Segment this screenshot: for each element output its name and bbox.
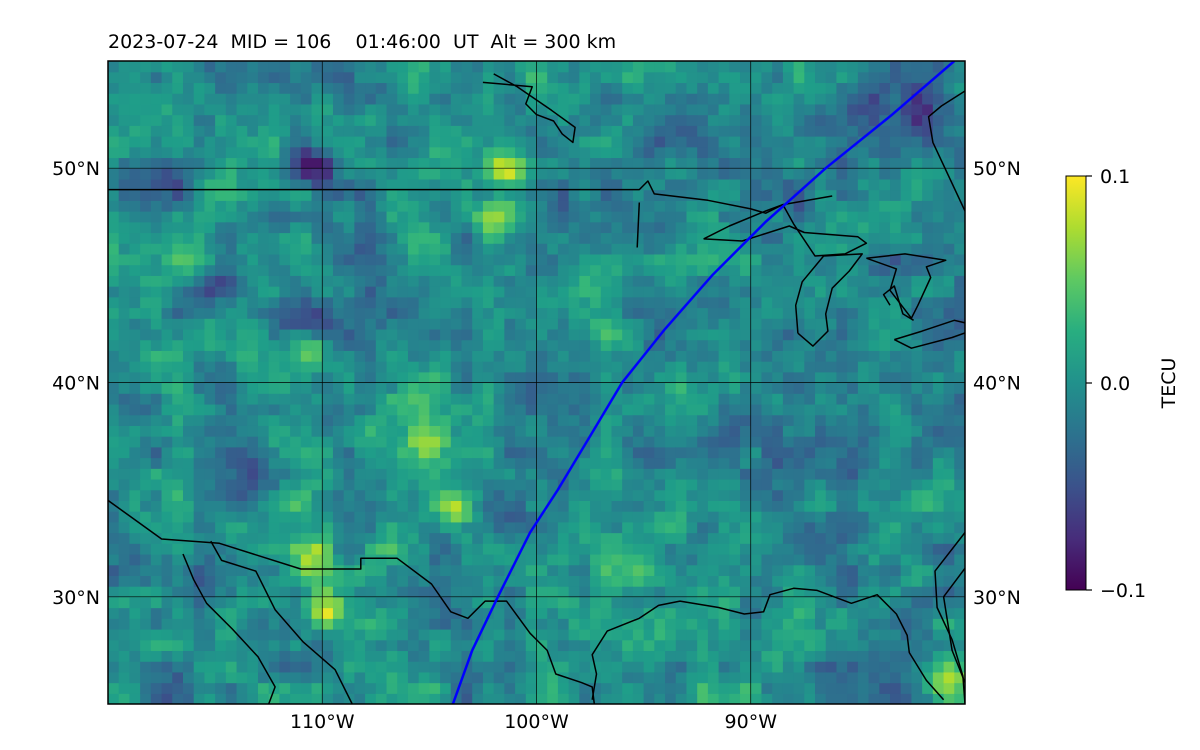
coastline-segment: [794, 253, 863, 347]
lat-label-left: 30°N: [52, 587, 100, 609]
lat-label-right: 40°N: [973, 373, 1021, 395]
colorbar-gradient: [1065, 175, 1087, 591]
map-gridlines: [108, 61, 965, 704]
coastline-segment: [636, 202, 641, 248]
lat-label-right: 50°N: [973, 158, 1021, 180]
coastline-segment: [703, 203, 868, 257]
coastlines-borders: [108, 73, 965, 704]
lat-label-left: 40°N: [52, 373, 100, 395]
lon-label: 110°W: [290, 711, 355, 733]
coastline-segment: [882, 285, 914, 321]
map-frame: [107, 60, 966, 705]
coastline-segment: [934, 532, 965, 704]
coastline-segment: [893, 319, 965, 349]
lon-labels: 110°W 100°W 90°W: [290, 711, 777, 733]
colorbar-tick-label: 0.0: [1100, 373, 1130, 395]
lon-label: 100°W: [504, 711, 569, 733]
colorbar-label: TECU: [1158, 358, 1180, 410]
colorbar-ticks: 0.1 0.0 −0.1: [1086, 166, 1146, 602]
coastline-segment: [866, 253, 947, 319]
map-title: 2023-07-24 MID = 106 01:46:00 UT Alt = 3…: [108, 31, 616, 53]
lat-label-right: 30°N: [973, 587, 1021, 609]
lon-label: 90°W: [725, 711, 778, 733]
coastline-segment: [182, 553, 276, 704]
coastline-segment: [210, 540, 353, 704]
satellite-track: [451, 61, 956, 704]
satellite-track-group: [451, 61, 956, 704]
coastline-segment: [482, 73, 576, 144]
coastline-segment: [927, 90, 965, 212]
map-area: [108, 61, 965, 704]
lat-labels-right: 30°N 40°N 50°N: [973, 158, 1021, 609]
colorbar: 0.1 0.0 −0.1 TECU: [1065, 166, 1180, 602]
coastline-segment: [591, 587, 945, 701]
coastline-segment: [942, 567, 965, 683]
colorbar-tick-label: 0.1: [1100, 166, 1130, 188]
coastline-segment: [108, 499, 596, 704]
colorbar-tick-label: −0.1: [1100, 580, 1146, 602]
lat-label-left: 50°N: [52, 158, 100, 180]
tec-field: [108, 61, 965, 704]
lat-labels-left: 30°N 40°N 50°N: [52, 158, 100, 609]
